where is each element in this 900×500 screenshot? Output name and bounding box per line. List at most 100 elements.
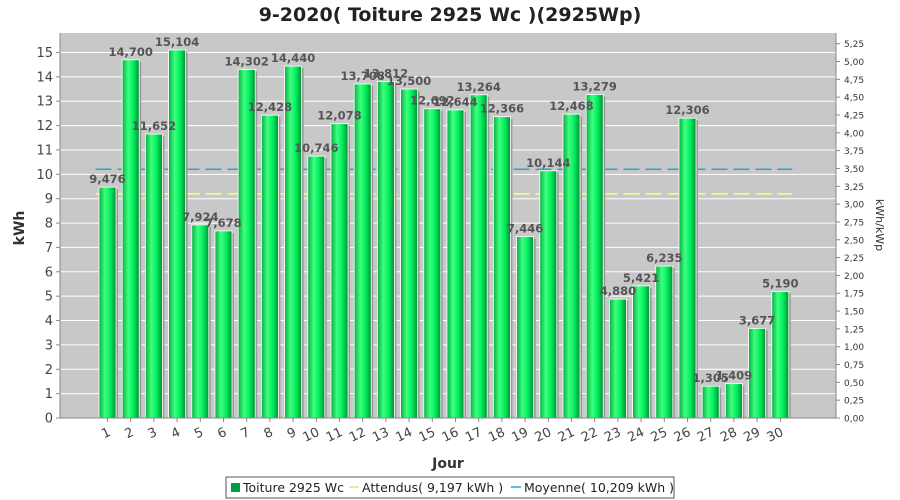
bar — [260, 114, 279, 419]
bar — [632, 285, 650, 419]
bar — [330, 123, 349, 419]
data-labels: 9,47614,70011,65215,1047,9247,67814,3021… — [89, 35, 798, 385]
y-right-tick-label: 3,75 — [844, 147, 864, 157]
y-right-tick-label: 0,75 — [844, 361, 864, 371]
data-label: 13,279 — [573, 79, 617, 93]
y-tick-label: 2 — [45, 363, 53, 378]
data-label: 11,652 — [132, 119, 176, 133]
bar — [585, 94, 604, 419]
x-tick-label: 23 — [602, 425, 623, 446]
x-tick-label: 25 — [649, 425, 670, 446]
x-tick-label: 11 — [324, 425, 345, 446]
bar — [655, 265, 674, 419]
data-label: 1,305 — [693, 371, 729, 385]
y-right-tick-label: 5,00 — [844, 58, 864, 68]
data-label: 6,235 — [646, 251, 682, 265]
x-tick-label: 22 — [579, 425, 600, 446]
data-label: 14,440 — [271, 51, 315, 65]
bar — [214, 230, 233, 419]
y-tick-label: 4 — [45, 314, 53, 329]
y-right-tick-label: 5,25 — [844, 40, 864, 50]
data-label: 13,812 — [364, 66, 408, 80]
legend-label-series: Toiture 2925 Wc — [242, 480, 344, 495]
data-label: 14,700 — [109, 45, 153, 59]
x-tick-label: 14 — [393, 425, 414, 446]
bar — [121, 59, 140, 419]
x-tick-label: 19 — [509, 425, 530, 446]
x-tick-label: 30 — [765, 425, 786, 446]
bar — [725, 383, 743, 419]
y-tick-label: 9 — [45, 192, 53, 207]
data-label: 5,190 — [762, 277, 798, 291]
bars — [98, 49, 791, 419]
data-label: 10,746 — [294, 141, 338, 155]
y-right-tick-label: 4,00 — [844, 129, 864, 139]
x-tick-label: 1 — [99, 425, 113, 442]
data-label: 7,924 — [182, 210, 218, 224]
x-tick-label: 20 — [533, 425, 554, 446]
bar — [168, 49, 187, 419]
y-tick-label: 13 — [36, 95, 53, 110]
y-right-tick-label: 3,25 — [844, 183, 864, 193]
y-tick-label: 8 — [45, 217, 53, 232]
x-tick-label: 9 — [285, 425, 299, 442]
data-label: 7,446 — [507, 222, 543, 236]
data-label: 7,678 — [205, 216, 241, 230]
reference-lines — [95, 168, 793, 195]
y-right-tick-label: 0,25 — [844, 397, 864, 407]
data-label: 3,677 — [739, 313, 775, 327]
data-label: 12,692 — [410, 94, 454, 108]
bar — [539, 170, 558, 419]
bar — [144, 133, 163, 419]
x-tick-label: 24 — [625, 425, 646, 446]
x-tick-label: 13 — [370, 425, 391, 446]
x-tick-label: 8 — [262, 425, 276, 442]
data-label: 4,880 — [600, 284, 636, 298]
data-label: 12,428 — [248, 100, 292, 114]
x-tick-label: 26 — [672, 425, 693, 446]
bar — [376, 81, 395, 419]
x-tick-label: 27 — [695, 425, 716, 446]
y-right-tick-label: 3,00 — [844, 201, 864, 211]
y-right-tick-label: 2,50 — [844, 236, 864, 246]
y-right-tick-label: 1,00 — [844, 343, 864, 353]
legend-label-average: Moyenne( 10,209 kWh ) — [524, 480, 674, 495]
x-tick-label: 3 — [146, 425, 160, 442]
bar — [469, 94, 488, 419]
y-tick-label: 1 — [45, 387, 53, 402]
bar — [701, 385, 720, 419]
data-label: 13,500 — [387, 74, 431, 88]
bar — [191, 224, 210, 419]
data-label: 14,302 — [225, 55, 269, 69]
y-tick-label: 7 — [45, 241, 53, 256]
x-axis-ticks: 1 2 3 4 5 6 7 8 9 10 11 12 13 14 15 16 17 18 19 20 21 22 23 24 2… — [99, 418, 786, 446]
y-axis-right-ticks: 0,00 0,25 0,50 0,75 1,00 1,25 1,50 1,75 2,00 2,25… — [836, 40, 864, 425]
y-tick-label: 3 — [45, 338, 53, 353]
y-tick-label: 10 — [36, 168, 53, 183]
y-tick-label: 0 — [45, 412, 53, 427]
y-right-tick-label: 2,25 — [844, 254, 864, 264]
data-label: 1,409 — [716, 369, 752, 383]
bar — [307, 155, 326, 419]
bar — [98, 186, 117, 419]
bar — [237, 69, 256, 419]
x-tick-label: 28 — [718, 425, 739, 446]
y-right-tick-label: 4,25 — [844, 111, 864, 121]
bar — [771, 291, 790, 419]
y-right-tick-label: 1,75 — [844, 290, 864, 300]
bar — [423, 108, 442, 419]
x-tick-label: 7 — [239, 425, 253, 442]
x-tick-label: 21 — [556, 425, 577, 446]
x-tick-label: 17 — [463, 425, 484, 446]
data-label: 10,144 — [526, 156, 570, 170]
x-tick-label: 18 — [486, 425, 507, 446]
legend-box — [225, 476, 675, 499]
x-tick-label: 15 — [417, 425, 438, 446]
x-tick-label: 16 — [440, 425, 461, 446]
x-tick-label: 6 — [215, 425, 229, 442]
data-label: 9,476 — [89, 172, 125, 186]
y-right-tick-label: 1,25 — [844, 325, 864, 335]
data-label: 13,264 — [457, 80, 501, 94]
